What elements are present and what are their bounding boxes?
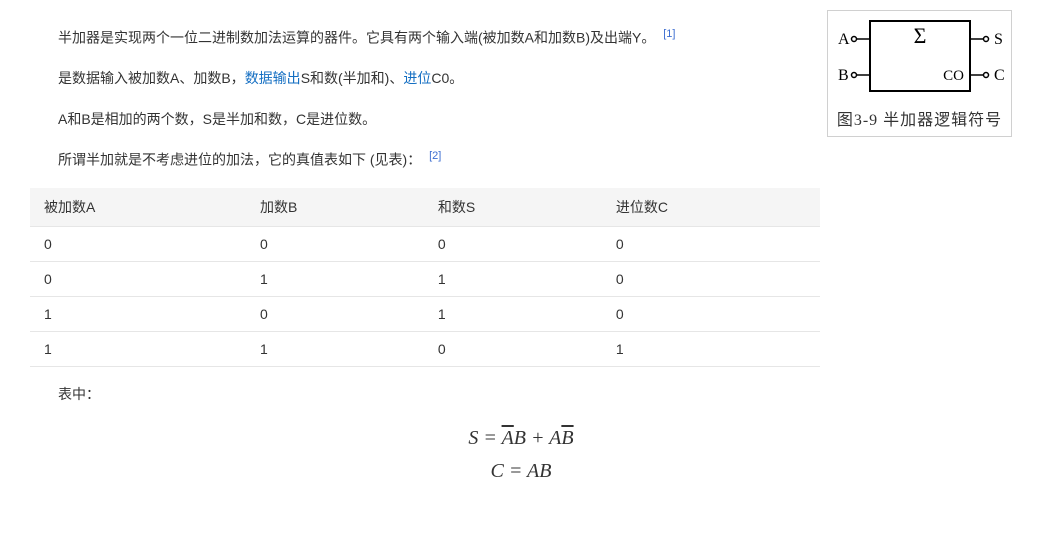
col-a: 被加数A: [30, 188, 246, 227]
paragraph-4: 所谓半加就是不考虑进位的加法，它的真值表如下 (见表)： [2]: [30, 146, 810, 173]
col-s: 和数S: [424, 188, 602, 227]
equation-c: C = AB: [30, 460, 1012, 483]
cell: 1: [424, 261, 602, 296]
paragraph-1: 半加器是实现两个一位二进制数加法运算的器件。它具有两个输入端(被加数A和加数B)…: [30, 24, 810, 51]
cell: 0: [424, 331, 602, 366]
equations-block: S = AB + AB C = AB: [30, 427, 1012, 483]
pin-a-dot: [852, 37, 857, 42]
cell: 0: [30, 226, 246, 261]
paragraph-2-a: 是数据输入被加数A、加数B，: [58, 70, 245, 86]
figure-svg-wrap: Σ A B S C CO: [828, 11, 1011, 102]
half-adder-diagram: Σ A B S C CO: [832, 17, 1007, 95]
paragraph-2-b: S和数(半加和)、: [301, 70, 404, 86]
truth-table-body: 0 0 0 0 0 1 1 0 1 0 1 0 1 1 0 1: [30, 226, 820, 366]
table-row: 0 0 0 0: [30, 226, 820, 261]
pin-s-label: S: [994, 31, 1003, 48]
cell: 1: [30, 331, 246, 366]
truth-table: 被加数A 加数B 和数S 进位数C 0 0 0 0 0 1 1 0 1 0 1 …: [30, 188, 820, 367]
table-row: 0 1 1 0: [30, 261, 820, 296]
cell: 1: [246, 331, 424, 366]
equation-s: S = AB + AB: [30, 427, 1012, 450]
cell: 0: [246, 296, 424, 331]
paragraph-4-text: 所谓半加就是不考虑进位的加法，它的真值表如下 (见表)：: [58, 152, 421, 168]
paragraph-2: 是数据输入被加数A、加数B，数据输出S和数(半加和)、进位C0。: [30, 65, 810, 92]
article-body: 半加器是实现两个一位二进制数加法运算的器件。它具有两个输入端(被加数A和加数B)…: [30, 24, 810, 174]
figure-half-adder: Σ A B S C CO 图3-9 半加器逻辑符号: [827, 10, 1012, 137]
cell: 1: [30, 296, 246, 331]
pin-b-dot: [852, 73, 857, 78]
cell: 0: [602, 261, 820, 296]
pin-s-dot: [984, 37, 989, 42]
paragraph-2-c: C0。: [431, 70, 463, 86]
sigma-icon: Σ: [914, 23, 927, 48]
paragraph-1-text: 半加器是实现两个一位二进制数加法运算的器件。它具有两个输入端(被加数A和加数B)…: [58, 30, 655, 46]
link-data-output[interactable]: 数据输出: [245, 70, 301, 86]
cell: 1: [424, 296, 602, 331]
citation-1[interactable]: [1]: [663, 28, 675, 40]
figure-caption: 图3-9 半加器逻辑符号: [828, 102, 1011, 136]
citation-2[interactable]: [2]: [429, 150, 441, 162]
pin-c-dot: [984, 73, 989, 78]
link-carry[interactable]: 进位: [403, 70, 431, 86]
cell: 0: [30, 261, 246, 296]
col-c: 进位数C: [602, 188, 820, 227]
pin-c-label: C: [994, 67, 1005, 84]
table-row: 1 1 0 1: [30, 331, 820, 366]
paragraph-5: 表中：: [30, 381, 1012, 408]
co-label: CO: [943, 68, 964, 84]
cell: 0: [602, 226, 820, 261]
table-header-row: 被加数A 加数B 和数S 进位数C: [30, 188, 820, 227]
pin-b-label: B: [838, 67, 849, 84]
cell: 1: [246, 261, 424, 296]
cell: 0: [424, 226, 602, 261]
cell: 0: [602, 296, 820, 331]
paragraph-3: A和B是相加的两个数，S是半加和数，C是进位数。: [30, 106, 810, 133]
cell: 1: [602, 331, 820, 366]
table-row: 1 0 1 0: [30, 296, 820, 331]
pin-a-label: A: [838, 31, 850, 48]
cell: 0: [246, 226, 424, 261]
col-b: 加数B: [246, 188, 424, 227]
